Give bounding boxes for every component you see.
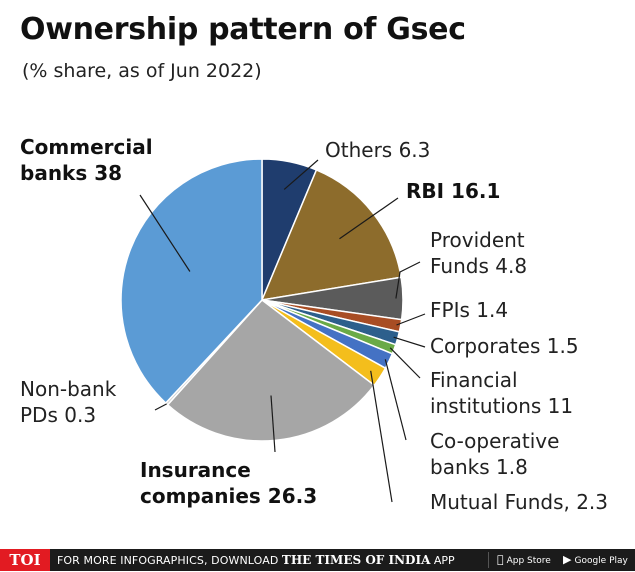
leader-line-insurance — [270, 395, 276, 453]
label-rbi: RBI 16.1 — [406, 179, 501, 203]
label-mutual-funds: Mutual Funds, 2.3 — [430, 490, 609, 514]
google-play-link[interactable]: ▶ Google Play — [563, 553, 628, 566]
label-provident-funds: Provident Funds 4.8 — [430, 228, 528, 278]
footer-banner[interactable]: TOI FOR MORE INFOGRAPHICS, DOWNLOAD THE … — [0, 549, 635, 571]
promo-text: FOR MORE INFOGRAPHICS, DOWNLOAD THE TIME… — [57, 553, 455, 567]
play-icon: ▶ — [563, 553, 572, 566]
app-store-link[interactable]: App Store — [497, 549, 551, 572]
label-non-bank-pds: Non-bank PDs 0.3 — [20, 377, 117, 427]
label-corporates: Corporates 1.5 — [430, 334, 579, 358]
page-title: Ownership pattern of Gsec — [20, 12, 466, 47]
pie-slice-insurance — [166, 298, 376, 442]
leader-line-coop — [384, 359, 407, 441]
leader-line-corp — [393, 336, 426, 348]
leader-line-nonbank — [154, 403, 167, 411]
label-commercial-banks: Commercial banks 38 — [20, 135, 153, 185]
apple-icon:  — [497, 553, 504, 566]
leader-line-fpi — [396, 313, 426, 326]
leader-line-others — [283, 159, 319, 190]
toi-logo: TOI — [0, 549, 50, 571]
label-cooperative-banks: Co-operative banks 1.8 — [430, 429, 560, 479]
leader-line-fin — [389, 347, 421, 379]
leader-line-rbi — [339, 197, 399, 240]
leader-line-mf — [370, 370, 393, 503]
leader-line-pf — [395, 261, 421, 299]
label-insurance-companies: Insurance companies 26.3 — [140, 458, 318, 508]
pie-chart — [120, 158, 426, 503]
label-fpis: FPIs 1.4 — [430, 298, 509, 322]
pie-slice-rbi — [260, 168, 403, 301]
leader-line-banks — [139, 194, 191, 272]
label-others: Others 6.3 — [325, 138, 431, 162]
page-subtitle: (% share, as of Jun 2022) — [22, 60, 262, 82]
label-financial-institutions: Financial institutions 11 — [430, 368, 574, 418]
footer-divider — [488, 552, 489, 568]
